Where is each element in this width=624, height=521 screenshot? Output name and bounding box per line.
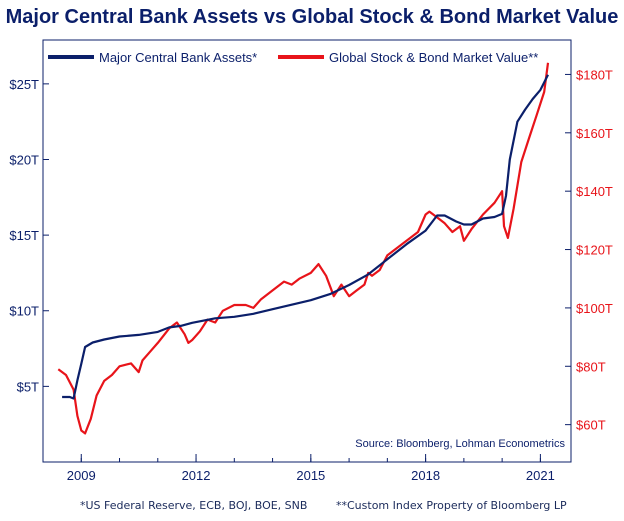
y-right-tick-label: $180T: [576, 67, 613, 82]
y-left-tick-label: $15T: [9, 228, 39, 243]
legend-label-global-stock-bond-value: Global Stock & Bond Market Value**: [329, 50, 538, 65]
y-right-tick-label: $160T: [576, 126, 613, 141]
y-right-tick-label: $100T: [576, 301, 613, 316]
series-line-global-stock-bond-value: [57, 62, 550, 435]
source-note: Source: Bloomberg, Lohman Econometrics: [355, 438, 565, 450]
series-line-central-bank-assets: [62, 74, 549, 400]
x-tick-label: 2021: [526, 468, 555, 483]
x-tick-label: 2009: [67, 468, 96, 483]
y-right-tick-label: $80T: [576, 359, 606, 374]
footnote-central-banks: *US Federal Reserve, ECB, BOJ, BOE, SNB: [80, 499, 308, 512]
x-tick-label: 2012: [182, 468, 211, 483]
y-right-tick-label: $120T: [576, 243, 613, 258]
y-right-tick-label: $140T: [576, 184, 613, 199]
plot-frame: [42, 39, 572, 463]
y-left-tick-label: $10T: [9, 304, 39, 319]
y-left-tick-label: $5T: [17, 379, 39, 394]
y-left-tick-label: $25T: [9, 77, 39, 92]
x-tick-label: 2018: [411, 468, 440, 483]
chart-title: Major Central Bank Assets vs Global Stoc…: [5, 6, 619, 28]
legend-label-central-bank-assets: Major Central Bank Assets*: [99, 50, 257, 65]
y-left-tick-label: $20T: [9, 152, 39, 167]
footnote-custom-index: **Custom Index Property of Bloomberg LP: [336, 499, 567, 512]
x-tick-label: 2015: [296, 468, 325, 483]
y-right-tick-label: $60T: [576, 418, 606, 433]
